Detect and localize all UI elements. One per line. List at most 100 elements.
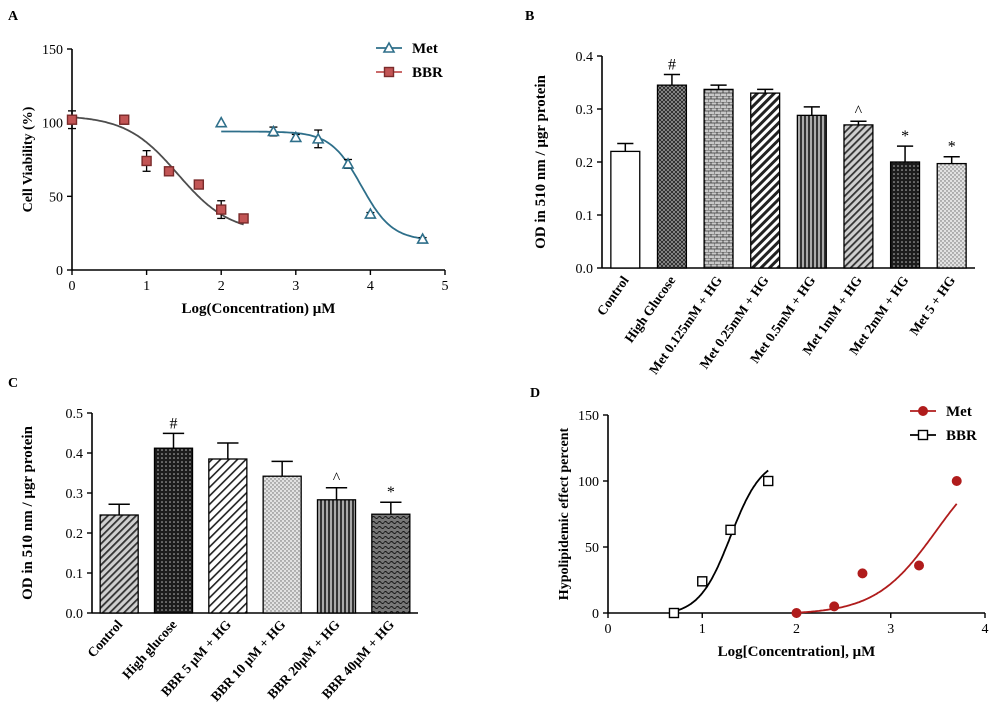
data-point-bbr — [163, 166, 175, 177]
fit-curve-met — [796, 503, 958, 614]
x-tick-label: 3 — [292, 279, 299, 294]
bar — [703, 88, 734, 269]
fit-curve-bbr — [71, 116, 244, 226]
panel-label-b: B — [525, 9, 534, 24]
x-tick-label: 4 — [367, 279, 374, 294]
bar — [750, 92, 781, 269]
y-tick-label: 50 — [585, 541, 599, 556]
y-tick-label: 150 — [578, 409, 599, 424]
y-tick-label: 0.1 — [576, 209, 594, 224]
data-point-met — [791, 608, 802, 618]
x-tick-label: 0 — [605, 622, 612, 637]
data-point-bbr — [215, 204, 227, 215]
bar — [843, 124, 874, 269]
fit-curve-bbr — [673, 469, 769, 613]
data-point-bbr — [697, 576, 708, 587]
x-tick-label: 4 — [982, 622, 989, 637]
x-tick-label: 2 — [218, 279, 225, 294]
bar — [936, 162, 967, 269]
significance-mark: * — [387, 484, 395, 501]
significance-mark: * — [948, 139, 956, 156]
data-point-bbr — [141, 155, 152, 167]
bar — [796, 114, 827, 269]
data-point-met — [857, 568, 868, 579]
panel-label-a: A — [8, 9, 19, 24]
data-point-bbr — [763, 475, 774, 487]
significance-mark: # — [170, 415, 178, 432]
panel-d-scatter-chart: 0 50 100 150 0 1 2 3 4 Log[Concentration], μM Hypo… — [557, 404, 989, 660]
data-point-met — [364, 207, 377, 219]
data-point-bbr — [119, 114, 130, 125]
bar — [316, 499, 357, 614]
y-axis-title: Hypolipidemic effect percent — [557, 427, 572, 600]
data-point-bbr — [725, 524, 736, 536]
data-point-met — [341, 157, 355, 169]
panel-a-scatter-chart: 0 50 100 150 0 1 2 3 4 5 Log(Concentration) μM Cell… — [21, 41, 449, 317]
y-tick-label: 0.3 — [66, 487, 84, 502]
data-point-bbr — [668, 607, 680, 619]
y-tick-label: 0.1 — [66, 567, 84, 582]
y-tick-label: 0.2 — [66, 527, 84, 542]
x-tick-label: 1 — [143, 279, 150, 294]
y-tick-label: 0.0 — [576, 262, 594, 277]
x-tick-label: 5 — [442, 279, 449, 294]
y-tick-label: 0.3 — [576, 103, 594, 118]
bar — [610, 150, 641, 269]
legend-marker-met — [918, 406, 928, 416]
bar — [99, 514, 139, 614]
y-tick-label: 0 — [592, 607, 599, 622]
data-point-bbr — [238, 213, 249, 224]
x-axis-title: Log[Concentration], μM — [718, 644, 876, 660]
panel-label-c: C — [8, 376, 18, 391]
x-tick-label: 1 — [699, 622, 706, 637]
legend-marker-met — [382, 41, 396, 53]
x-tick-label: 0 — [69, 279, 76, 294]
bar — [208, 458, 248, 614]
y-tick-label: 150 — [42, 43, 63, 58]
y-tick-label: 0.4 — [66, 447, 84, 462]
bar — [153, 447, 194, 614]
y-axis-title: OD in 510 nm / μgr protein — [20, 425, 36, 599]
data-point-bbr — [193, 179, 205, 190]
data-point-met — [289, 130, 303, 143]
bar — [656, 84, 688, 269]
legend-marker-bbr — [917, 429, 929, 441]
y-tick-label: 0.5 — [66, 407, 84, 422]
data-point-bbr — [66, 114, 78, 125]
y-tick-label: 100 — [578, 475, 599, 490]
panel-c-bar-chart: 0.0 0.1 0.2 0.3 0.4 0.5 OD in 510 nm / μgr pro… — [20, 407, 418, 704]
legend-label-bbr: BBR — [412, 65, 443, 81]
data-point-met — [416, 232, 429, 244]
y-tick-label: 0.4 — [576, 50, 594, 65]
x-tick-label: Met 5 + HG — [906, 273, 958, 338]
legend-label-met: Met — [412, 41, 438, 57]
data-point-met — [214, 116, 228, 128]
y-tick-label: 50 — [49, 190, 63, 205]
panel-b-bar-chart: 0.0 0.1 0.2 0.3 0.4 OD in 510 nm / μgr protei… — [533, 50, 975, 377]
data-point-met — [829, 601, 840, 612]
data-point-met — [311, 132, 325, 144]
bar — [262, 475, 302, 614]
y-axis-title: Cell Viability (%) — [21, 106, 36, 212]
significance-mark: ^ — [333, 470, 341, 487]
significance-mark: ^ — [855, 103, 863, 120]
x-axis-title: Log(Concentration) μM — [182, 301, 336, 317]
x-tick-label: 2 — [793, 622, 800, 637]
legend-label-bbr: BBR — [946, 428, 977, 444]
x-tick-label: Control — [84, 617, 125, 660]
significance-mark: # — [668, 57, 676, 74]
legend-label-met: Met — [946, 404, 972, 420]
significance-mark: * — [901, 128, 909, 145]
y-tick-label: 100 — [42, 117, 63, 132]
x-tick-label: Control — [594, 273, 632, 318]
bar — [371, 513, 411, 614]
bar — [889, 161, 921, 269]
data-point-met — [951, 476, 962, 486]
legend-marker-bbr — [383, 66, 395, 78]
x-tick-label: High glucose — [119, 617, 180, 682]
y-axis-title: OD in 510 nm / μgr protein — [533, 74, 549, 248]
panel-label-d: D — [530, 386, 540, 401]
x-tick-label: 3 — [887, 622, 894, 637]
data-point-met — [267, 124, 280, 137]
